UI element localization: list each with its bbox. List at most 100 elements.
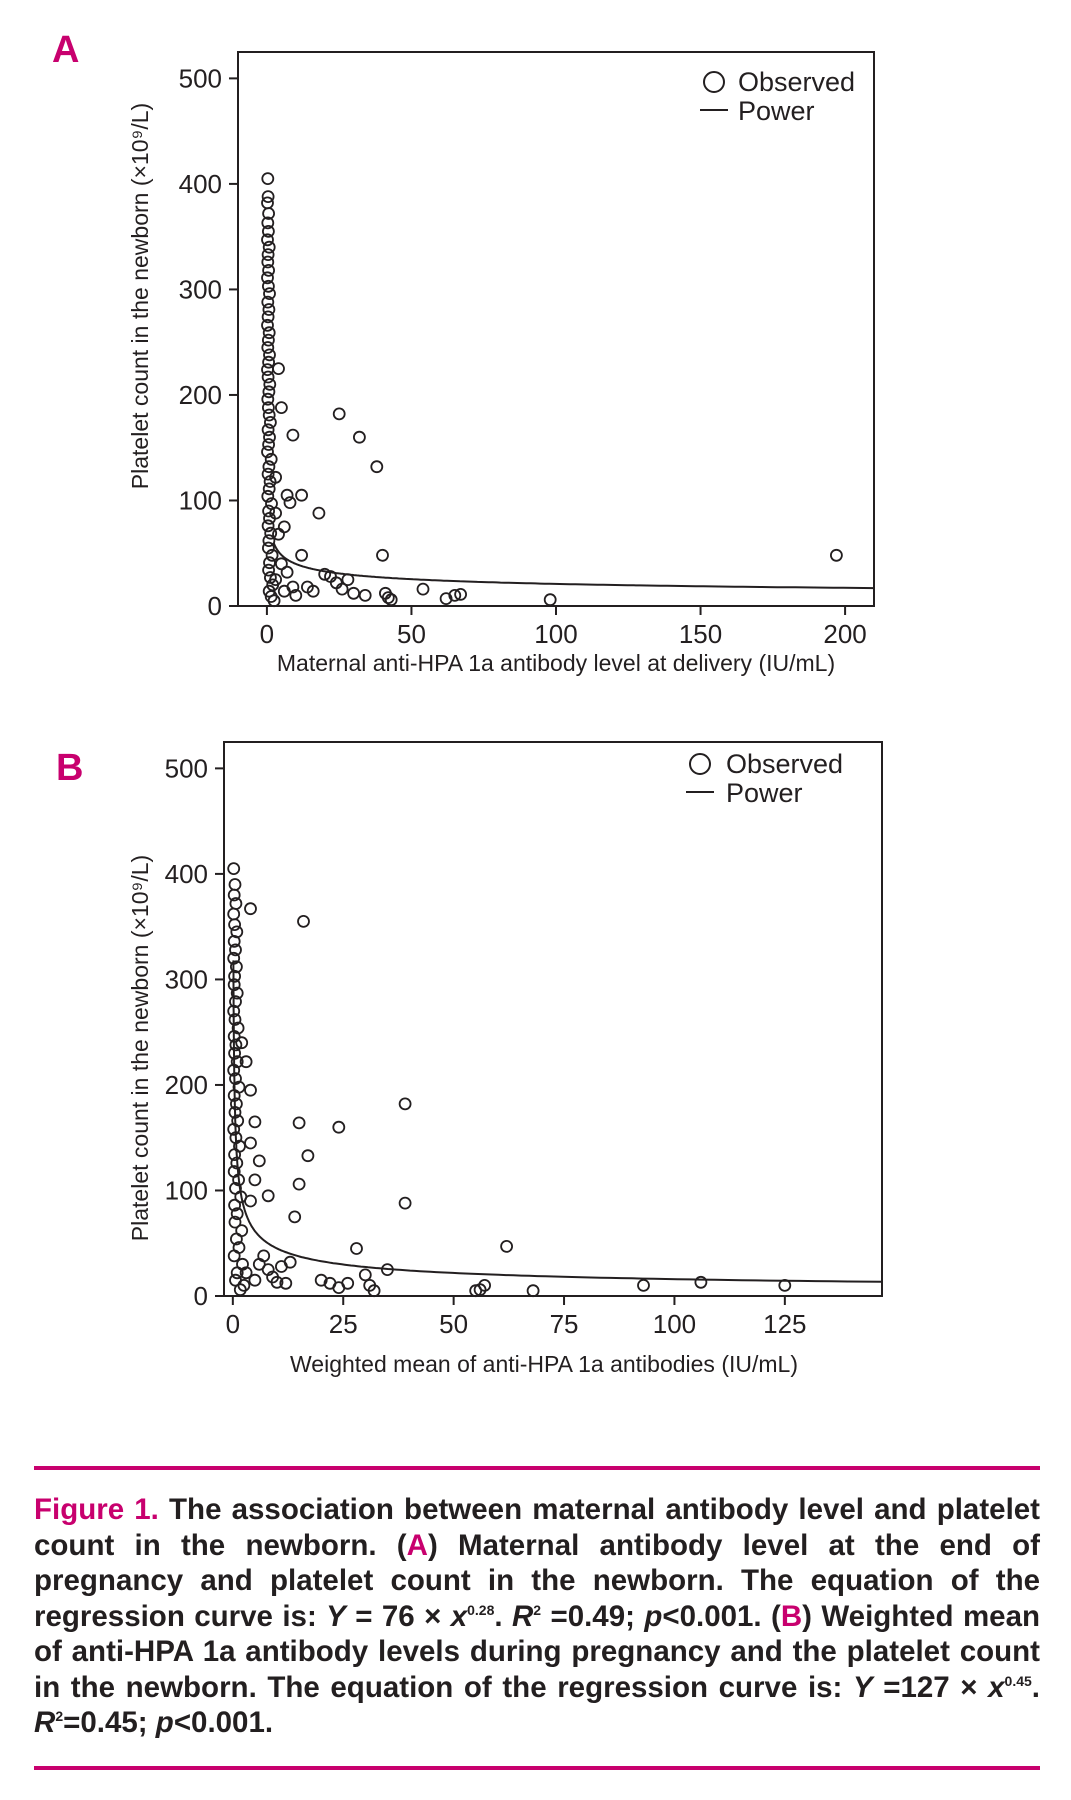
caption-eq-b-r-val: =0.45;: [63, 1706, 156, 1739]
panel-b-y-tick-label: 400: [165, 859, 208, 889]
caption-eq-b-y: Y: [852, 1670, 873, 1704]
panel-a-point: [261, 333, 275, 347]
caption-eq-b-dot: .: [1031, 1670, 1040, 1704]
panel-b-legend-observed: Observed: [726, 749, 843, 779]
caption-part-b: ) Weighted mean of anti-HPA 1a antibody …: [34, 1599, 1041, 1704]
panel-b-point: [297, 915, 310, 928]
panel-a-point: [358, 589, 372, 602]
panel-b-point: [228, 878, 242, 891]
panel-a-point: [543, 593, 557, 607]
panel-b-legend-observed-marker: [689, 753, 711, 775]
caption-eq-b-p-val: <0.001.: [173, 1706, 274, 1739]
panel-a-point: [416, 582, 430, 596]
panel-a-point: [265, 548, 279, 562]
panel-a-point: [262, 355, 276, 369]
panel-b-point: [526, 1284, 540, 1298]
panel-b-point: [239, 1055, 253, 1069]
panel-a-chart: 0 100 200 300 400 500 0 50 100 150 200 Maternal a…: [127, 51, 875, 676]
panel-b-x-tick-label: 100: [653, 1309, 696, 1339]
panel-a-letter: A: [52, 29, 79, 71]
panel-a-point: [261, 541, 275, 555]
panel-b-x-tick-label: 25: [329, 1309, 358, 1339]
panel-a-point: [269, 470, 283, 484]
panel-a-point: [262, 408, 276, 422]
panel-a-point: [261, 224, 275, 238]
panel-a-y-tick-label: 200: [179, 380, 222, 410]
panel-b-point: [314, 1273, 328, 1287]
caption-top-rule: [34, 1466, 1040, 1470]
panel-a-point: [263, 348, 276, 362]
panel-a-x-tick-label: 0: [260, 619, 274, 649]
panel-a-point: [830, 548, 843, 562]
panel-b-x-tick-label: 0: [226, 1309, 240, 1339]
panel-b-legend: Observed Power: [686, 749, 843, 808]
panel-b-point: [228, 1148, 242, 1161]
panel-a-point: [263, 556, 276, 570]
panel-a-y-title: Platelet count in the newborn (×10⁹/L): [127, 103, 153, 489]
panel-b-point: [227, 907, 241, 921]
panel-a-point: [262, 263, 276, 277]
panel-b-point: [228, 918, 242, 931]
panel-a-point: [261, 216, 275, 230]
panel-a-point: [261, 233, 274, 247]
panel-a-point: [286, 428, 300, 442]
panel-a-y-tick-label: 0: [208, 591, 222, 621]
panel-a-point: [262, 303, 276, 316]
panel-a-point: [261, 401, 275, 415]
panel-b-point: [341, 1276, 355, 1290]
panel-b-point: [244, 1194, 257, 1208]
panel-b-y-axis: 0 100 200 300 400 500: [165, 753, 224, 1311]
caption-eq-b-exp: 0.45: [1004, 1672, 1032, 1689]
panel-b-y-tick-label: 100: [165, 1175, 208, 1205]
panel-b-point: [261, 1189, 275, 1203]
caption-ref-a: A: [406, 1528, 428, 1562]
panel-a-point: [262, 207, 276, 220]
panel-b-point: [637, 1279, 650, 1292]
panel-a-point: [261, 467, 275, 481]
panel-a-point: [261, 255, 275, 269]
panel-a-point: [263, 430, 276, 444]
panel-a-power-curve: [272, 542, 875, 590]
panel-b-y-title: Platelet count in the newborn (×10⁹/L): [127, 855, 153, 1241]
panel-a-point: [300, 580, 314, 594]
panel-b-x-tick-label: 125: [763, 1309, 806, 1339]
panel-a-point: [295, 548, 309, 562]
panel-b-point: [229, 995, 242, 1008]
panel-a-point: [262, 385, 276, 399]
caption-lead: The association between maternal antibod…: [34, 1493, 1040, 1562]
panel-b-point: [235, 1036, 249, 1050]
panel-a-point: [261, 519, 275, 533]
figure-caption: Figure 1. The association between matern…: [34, 1492, 1040, 1741]
caption-bottom-rule: [34, 1766, 1040, 1770]
panel-b-legend-power: Power: [726, 778, 803, 808]
panel-a-point: [283, 496, 297, 510]
panel-a-point: [262, 240, 276, 254]
panel-a-point: [267, 594, 281, 608]
panel-b-point: [230, 1207, 244, 1221]
panel-b-y-tick-label: 200: [165, 1070, 208, 1100]
panel-b-point: [227, 1122, 241, 1136]
caption-eq-a-p: p: [644, 1599, 663, 1633]
panel-b-point: [244, 902, 257, 916]
panel-a-legend-power: Power: [738, 96, 815, 126]
panel-b-point: [233, 1283, 247, 1297]
panel-b-x-axis: 0 25 50 75 100 125: [226, 1296, 807, 1339]
panel-b-point: [367, 1284, 381, 1298]
caption-eq-a-r: R: [511, 1599, 534, 1633]
panel-b-point: [227, 862, 241, 875]
panel-a-point: [384, 593, 398, 607]
panel-a-point: [280, 565, 294, 579]
panel-b-point: [227, 935, 241, 948]
panel-b-point: [230, 1266, 244, 1280]
panel-b-point: [283, 1255, 297, 1269]
panel-a-x-tick-label: 200: [823, 619, 866, 649]
panel-a-point: [264, 452, 278, 466]
panel-a-point: [347, 586, 361, 600]
panel-a-point: [332, 407, 346, 421]
panel-b-point: [694, 1275, 708, 1289]
panel-a-point: [261, 172, 275, 186]
panel-b-point: [228, 1215, 242, 1229]
panel-a-point: [318, 567, 332, 581]
panel-b-y-tick-label: 500: [165, 753, 208, 783]
panel-b-point: [350, 1242, 363, 1255]
